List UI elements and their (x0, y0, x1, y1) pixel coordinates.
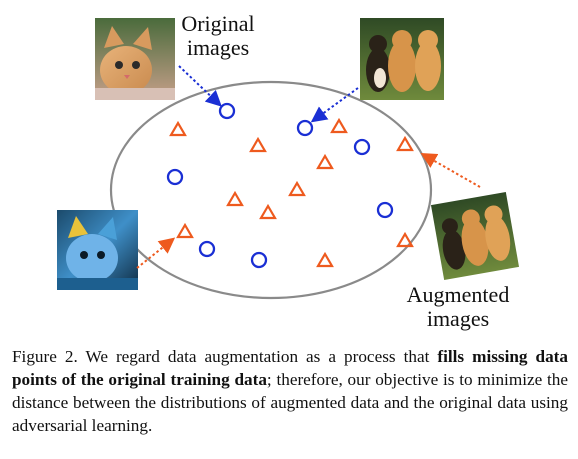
original-points (166, 102, 394, 269)
arrow-original-dogs (310, 87, 359, 123)
augmented-point (169, 120, 187, 137)
original-point (218, 102, 236, 120)
original-shiba-dogs-photo (360, 18, 444, 100)
original-point (166, 168, 184, 186)
arrow-original-kitten (178, 65, 222, 107)
caption-suffix: ; therefore, our objective is to minimiz… (12, 370, 568, 435)
caption-bold: fills missing data points of the origina… (12, 347, 569, 389)
augmented-point (259, 203, 277, 220)
figure-caption: Figure 2. We regard data augmentation as… (12, 345, 568, 437)
augmented-point (330, 117, 348, 134)
arrow-augmented-dogs (420, 153, 481, 188)
original-point (353, 138, 371, 156)
augmented-point (316, 153, 334, 170)
augmented-points (169, 117, 414, 268)
augmented-kitten-color-jittered-photo (57, 210, 138, 290)
original-images-label-line2: images (186, 35, 250, 60)
augmented-point (176, 222, 194, 239)
augmented-images-label-line2: images (426, 306, 490, 331)
augmented-point (396, 135, 414, 152)
original-kitten-photo (95, 18, 175, 100)
augmented-point (396, 231, 414, 248)
augmented-images-label-line1: Augmented (406, 282, 510, 307)
figure-diagram (57, 18, 520, 300)
distribution-ellipse (109, 80, 433, 300)
original-point (250, 251, 268, 269)
original-point (198, 240, 216, 258)
arrow-augmented-kitten (136, 237, 176, 269)
augmented-point (249, 136, 267, 153)
augmented-shiba-dogs-rotated-photo (430, 191, 520, 281)
original-point (376, 201, 394, 219)
augmented-point (316, 251, 334, 268)
augmented-images-label: Augmented images (398, 283, 518, 331)
original-point (296, 119, 314, 137)
original-images-label-line1: Original (181, 11, 255, 36)
caption-prefix: Figure 2. We regard data augmentation as… (12, 347, 438, 366)
augmented-point (226, 190, 244, 207)
augmented-point (288, 180, 306, 197)
original-images-label: Original images (168, 12, 268, 60)
